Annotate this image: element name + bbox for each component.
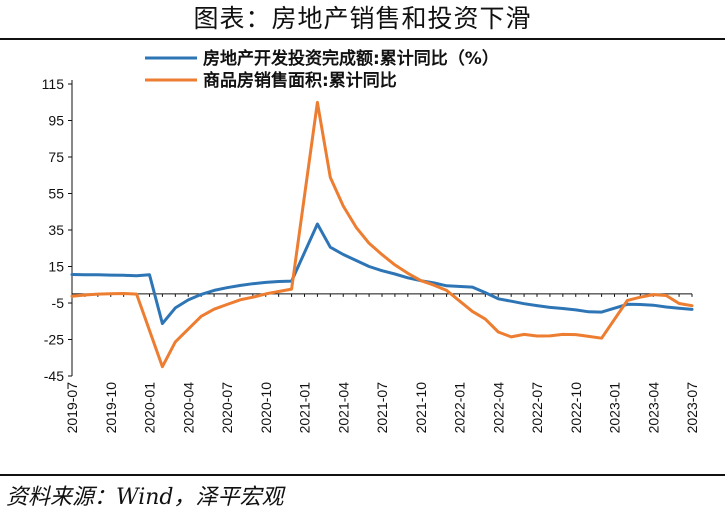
y-tick-label: -45 [44, 368, 64, 384]
y-axis-ticks: 115 95 75 55 35 15 -5 -25 -45 [42, 76, 72, 384]
y-tick-label: 95 [48, 113, 64, 129]
x-tick-label: 2023-01 [607, 382, 623, 434]
x-tick-label: 2020-07 [219, 382, 235, 434]
x-tick-label: 2022-01 [452, 382, 468, 434]
x-tick-label: 2020-04 [180, 382, 196, 434]
source-note: 资料来源：Wind，泽平宏观 [6, 485, 284, 510]
x-tick-label: 2021-10 [413, 382, 429, 434]
x-tick-label: 2022-04 [490, 382, 506, 434]
x-tick-label: 2023-07 [684, 382, 700, 434]
y-tick-label: 55 [48, 186, 64, 202]
legend: 房地产开发投资完成额:累计同比（%） 商品房销售面积:累计同比 [145, 48, 499, 91]
x-tick-label: 2021-07 [374, 382, 390, 434]
series-line-investment [70, 222, 694, 326]
x-tick-label: 2022-07 [529, 382, 545, 434]
legend-label-sales-area: 商品房销售面积:累计同比 [203, 70, 397, 91]
series-line-sales-area [70, 100, 694, 369]
chart-title: 图表：房地产销售和投资下滑 [193, 4, 532, 33]
y-tick-label: 115 [42, 76, 65, 92]
x-tick-label: 2019-10 [103, 382, 119, 434]
axes [71, 80, 692, 376]
x-tick-label: 2023-04 [645, 382, 661, 434]
x-axis-ticks: 2019-07 2019-10 2020-01 2020-04 2020-07 2020-… [64, 293, 700, 434]
top-rule [0, 38, 725, 40]
bottom-rule [0, 474, 725, 476]
y-tick-label: 15 [48, 259, 64, 275]
series-lines [70, 100, 694, 369]
y-tick-label: -25 [44, 332, 64, 348]
legend-label-investment: 房地产开发投资完成额:累计同比（%） [203, 48, 499, 69]
x-tick-label: 2020-01 [142, 382, 158, 434]
x-tick-label: 2020-10 [258, 382, 274, 434]
x-tick-label: 2021-04 [335, 382, 351, 434]
x-tick-label: 2022-10 [568, 382, 584, 434]
y-tick-label: 35 [48, 222, 64, 238]
line-chart: 115 95 75 55 35 15 -5 -25 -45 2019-07 2019-10 2020… [42, 48, 700, 434]
x-tick-label: 2021-01 [297, 382, 313, 434]
y-tick-label: -5 [52, 295, 65, 311]
y-tick-label: 75 [48, 149, 64, 165]
x-tick-label: 2019-07 [64, 382, 80, 434]
